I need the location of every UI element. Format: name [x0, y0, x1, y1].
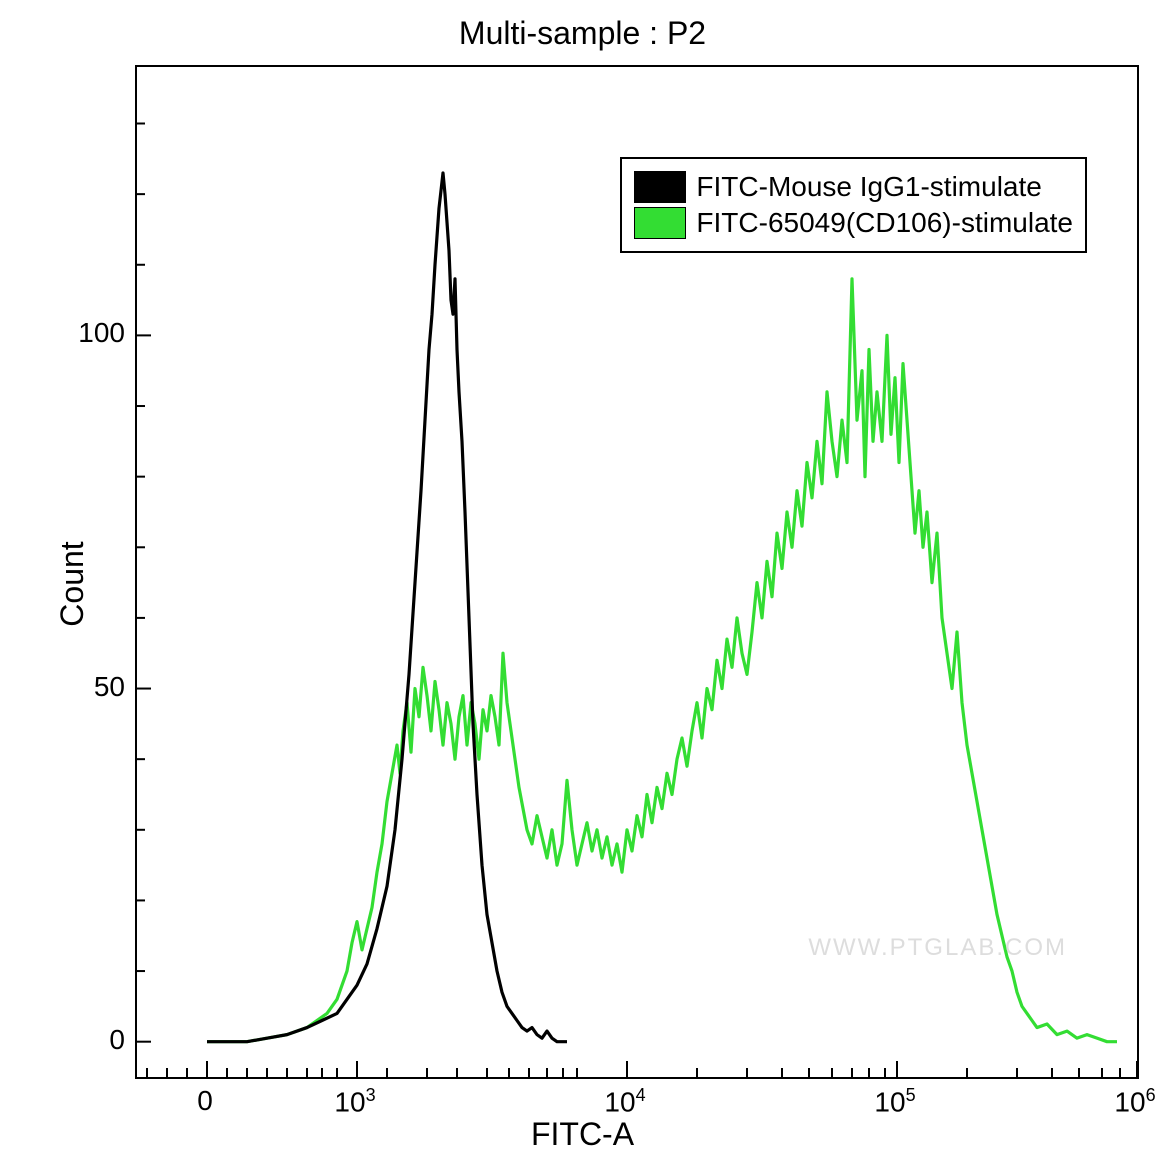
- y-tick-label: 100: [78, 317, 125, 349]
- x-tick-label: 104: [604, 1085, 645, 1118]
- x-tick-label: 105: [874, 1085, 915, 1118]
- legend-label-1: FITC-65049(CD106)-stimulate: [696, 207, 1073, 239]
- x-axis-label: FITC-A: [531, 1116, 634, 1153]
- legend-row: FITC-65049(CD106)-stimulate: [634, 207, 1073, 239]
- x-tick-label: 0: [197, 1085, 213, 1117]
- watermark: WWW.PTGLAB.COM: [808, 934, 1067, 962]
- series-line: [207, 279, 1117, 1042]
- legend: FITC-Mouse IgG1-stimulate FITC-65049(CD1…: [620, 157, 1087, 253]
- chart-title: Multi-sample : P2: [459, 15, 706, 52]
- y-axis-label: Count: [54, 541, 91, 626]
- series-line: [207, 173, 567, 1042]
- y-tick-label: 0: [109, 1024, 125, 1056]
- flow-cytometry-histogram: Multi-sample : P2 Count FITC-A FITC-Mous…: [0, 0, 1165, 1168]
- plot-area: FITC-Mouse IgG1-stimulate FITC-65049(CD1…: [135, 65, 1139, 1079]
- x-tick-label: 106: [1114, 1085, 1155, 1118]
- x-tick-label: 103: [334, 1085, 375, 1118]
- legend-swatch-0: [634, 171, 686, 203]
- y-tick-label: 50: [94, 671, 125, 703]
- legend-swatch-1: [634, 207, 686, 239]
- legend-label-0: FITC-Mouse IgG1-stimulate: [696, 171, 1041, 203]
- legend-row: FITC-Mouse IgG1-stimulate: [634, 171, 1073, 203]
